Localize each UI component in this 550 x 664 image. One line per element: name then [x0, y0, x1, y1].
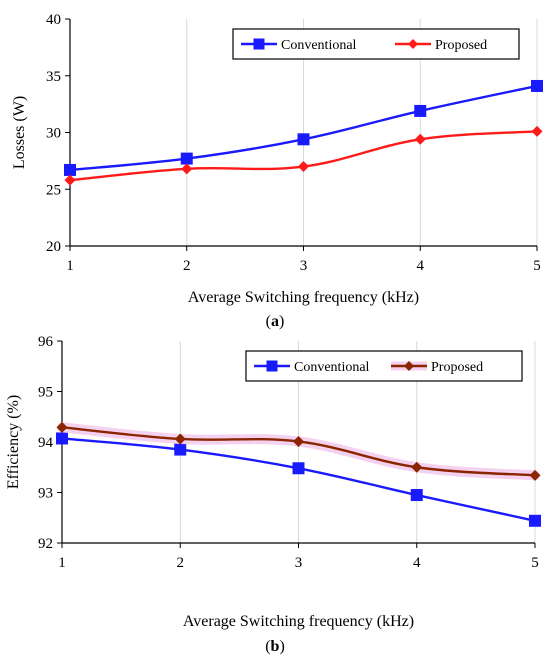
y-tick-label: 94	[38, 435, 54, 451]
data-point	[64, 174, 76, 186]
data-point	[56, 432, 68, 445]
caption-letter: a	[271, 313, 279, 330]
x-tick-label: 5	[533, 258, 541, 274]
panel-caption: (b)	[265, 638, 285, 655]
legend-marker	[408, 39, 418, 49]
data-point	[174, 433, 186, 445]
legend-box	[245, 350, 523, 382]
data-point	[298, 161, 309, 173]
data-point	[531, 79, 543, 92]
legend-label: Proposed	[435, 38, 487, 53]
y-tick-label: 95	[38, 385, 53, 401]
caption-paren-open: (	[266, 313, 271, 330]
data-point	[297, 133, 310, 146]
y-tick-label: 35	[46, 69, 61, 85]
y-tick-label: 25	[46, 182, 61, 198]
y-tick-label: 40	[46, 12, 61, 28]
chart-a: 20 25 30 35 40 1 2 3 4 5 Average Switching frequen…	[11, 12, 543, 330]
caption-paren-close: )	[279, 638, 284, 655]
x-tick-label: 4	[413, 555, 421, 571]
legend-marker	[253, 38, 265, 50]
legend-label: Proposed	[431, 360, 483, 375]
data-point	[64, 163, 76, 176]
data-point	[56, 421, 68, 433]
legend-label: Conventional	[294, 360, 370, 375]
caption-paren-close: )	[279, 313, 284, 330]
data-point	[411, 461, 423, 473]
x-tick-label: 1	[66, 258, 74, 274]
data-point	[292, 462, 305, 475]
y-tick-label: 30	[46, 126, 61, 142]
y-tick-label: 93	[38, 486, 53, 502]
data-point	[414, 104, 427, 117]
legend: Conventional Proposed	[245, 350, 523, 382]
x-tick-label: 2	[183, 258, 191, 274]
x-axis-label: Average Switching frequency (kHz)	[183, 613, 414, 630]
panel-caption: (a)	[266, 313, 285, 330]
data-point	[531, 125, 543, 137]
data-point	[529, 469, 541, 481]
y-axis-label: Efficiency (%)	[5, 395, 22, 489]
data-point	[529, 514, 541, 527]
y-tick-label: 96	[38, 334, 54, 350]
caption-paren-open: (	[265, 638, 270, 655]
data-point	[174, 443, 187, 456]
data-point	[410, 489, 423, 502]
x-tick-label: 5	[531, 555, 539, 571]
legend-marker	[404, 361, 414, 371]
y-tick-label: 20	[46, 239, 61, 255]
legend-marker	[266, 360, 278, 372]
x-tick-label: 4	[417, 258, 425, 274]
x-axis-label: Average Switching frequency (kHz)	[188, 289, 419, 306]
y-tick-label: 92	[38, 536, 53, 552]
y-axis-label: Losses (W)	[11, 96, 28, 169]
data-point	[180, 152, 193, 165]
x-tick-label: 3	[295, 555, 303, 571]
legend-label: Conventional	[281, 38, 357, 53]
legend: Conventional Proposed	[232, 28, 520, 60]
caption-letter: b	[271, 638, 280, 655]
x-tick-label: 2	[177, 555, 185, 571]
legend-box	[232, 28, 520, 60]
chart-b: 92 93 94 95 96 1 2 3 4 5 Average Switching frequen…	[5, 334, 541, 655]
data-point	[181, 163, 193, 175]
data-point	[293, 435, 304, 447]
x-tick-label: 1	[58, 555, 66, 571]
x-tick-label: 3	[300, 258, 308, 274]
data-point	[414, 133, 426, 145]
